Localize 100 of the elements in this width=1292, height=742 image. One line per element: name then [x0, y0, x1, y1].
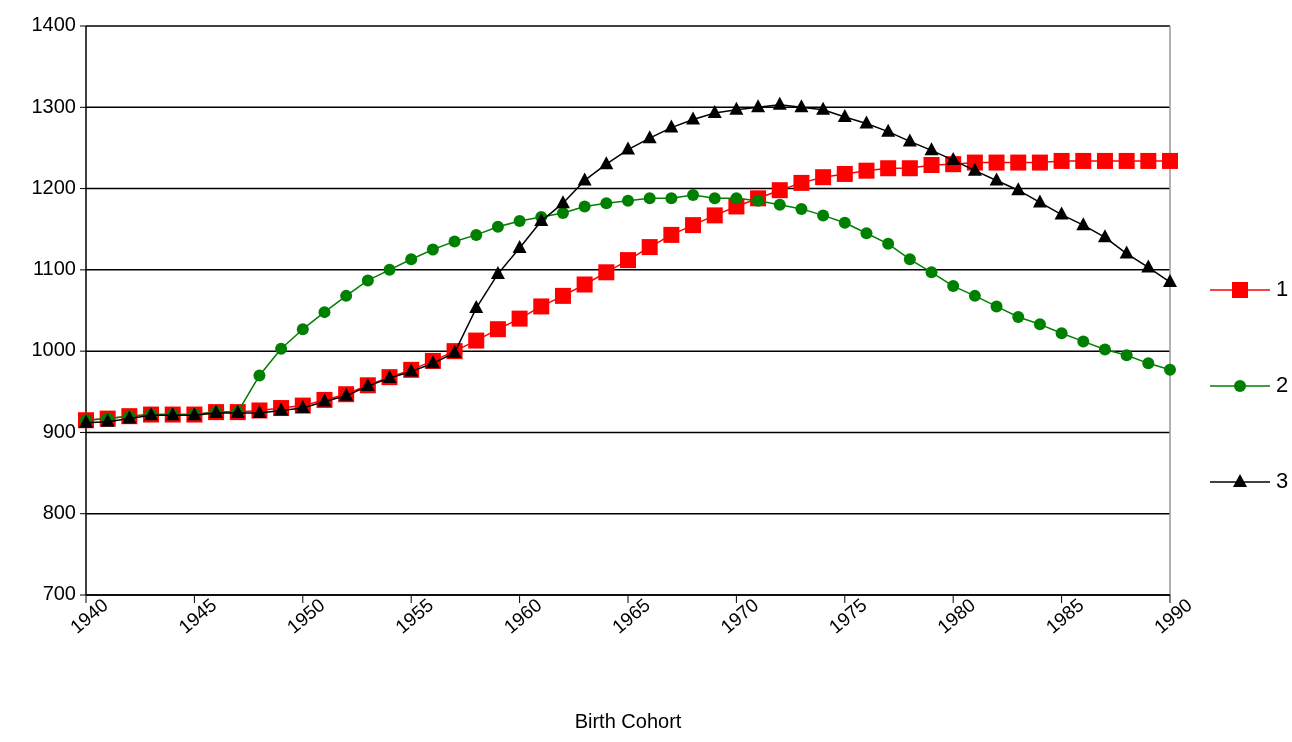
point: [752, 194, 765, 207]
point: [1140, 152, 1157, 169]
point: [1164, 363, 1176, 376]
y-tick-label: 1100: [32, 257, 76, 280]
point: [1077, 335, 1090, 348]
point: [837, 109, 852, 123]
point: [990, 300, 1003, 313]
y-tick-label: 1300: [31, 94, 76, 117]
point: [426, 243, 439, 256]
point: [512, 239, 527, 253]
point: [643, 192, 656, 205]
point: [1053, 152, 1070, 169]
point: [1055, 327, 1068, 340]
point: [772, 96, 787, 110]
point: [1163, 274, 1177, 288]
point: [1031, 154, 1048, 171]
legend-label: 2: [1276, 371, 1289, 397]
point: [275, 342, 288, 355]
point: [1141, 259, 1156, 273]
point: [860, 227, 873, 240]
point: [491, 220, 504, 233]
point: [859, 115, 874, 129]
point: [641, 239, 658, 256]
point: [578, 200, 591, 213]
point: [253, 369, 266, 382]
point: [707, 104, 722, 118]
point: [1096, 152, 1113, 169]
point: [318, 306, 331, 319]
point: [946, 152, 961, 166]
y-tick-label: 700: [42, 582, 76, 605]
y-tick-label: 1200: [31, 175, 76, 198]
point: [1010, 154, 1027, 171]
point: [1162, 152, 1178, 169]
point: [1097, 229, 1112, 243]
point: [751, 99, 766, 113]
point: [621, 141, 635, 155]
point: [989, 172, 1004, 186]
y-tick-label: 1400: [31, 13, 76, 36]
point: [361, 274, 374, 287]
point: [947, 280, 960, 293]
point: [686, 111, 701, 125]
point: [642, 130, 657, 144]
point: [468, 332, 485, 349]
legend-label: 1: [1276, 275, 1289, 301]
y-tick-label: 1000: [31, 338, 76, 361]
point: [685, 217, 702, 234]
point: [815, 169, 832, 186]
point: [988, 154, 1005, 171]
point: [1098, 343, 1111, 356]
point: [773, 198, 786, 211]
point: [448, 235, 461, 248]
point: [923, 157, 940, 173]
y-tick-label: 900: [42, 419, 76, 442]
point: [771, 182, 788, 199]
point: [1032, 194, 1047, 208]
point: [925, 266, 938, 279]
point: [708, 192, 721, 205]
point: [729, 101, 744, 115]
point: [793, 174, 810, 191]
point: [1012, 311, 1025, 323]
point: [901, 160, 918, 177]
point: [296, 323, 309, 336]
point: [533, 298, 550, 315]
point: [405, 253, 418, 266]
point: [817, 209, 830, 222]
point: [576, 276, 593, 293]
point: [882, 237, 895, 250]
point: [1033, 318, 1046, 331]
point: [554, 287, 571, 304]
point: [730, 192, 743, 205]
point: [706, 207, 723, 224]
point: [470, 228, 483, 241]
point: [663, 226, 680, 243]
point: [490, 265, 505, 279]
point: [340, 289, 353, 302]
point: [1075, 152, 1092, 169]
point: [489, 321, 506, 338]
point: [903, 253, 916, 266]
y-tick-label: 800: [42, 501, 76, 523]
point: [1118, 152, 1135, 169]
point: [665, 192, 678, 205]
point: [836, 165, 853, 182]
point: [881, 123, 896, 137]
point: [511, 310, 528, 327]
point: [599, 156, 614, 170]
point: [555, 195, 570, 209]
point: [1119, 245, 1134, 259]
point: [383, 263, 396, 276]
point: [858, 162, 875, 179]
point: [1076, 217, 1091, 231]
point: [968, 289, 981, 302]
point: [577, 172, 592, 186]
x-axis-title: Birth Cohort: [574, 710, 682, 732]
point: [967, 162, 982, 176]
point: [1011, 182, 1026, 196]
point: [598, 264, 615, 281]
point: [1054, 206, 1069, 220]
point: [469, 300, 484, 314]
point: [902, 133, 917, 147]
point: [513, 215, 526, 228]
